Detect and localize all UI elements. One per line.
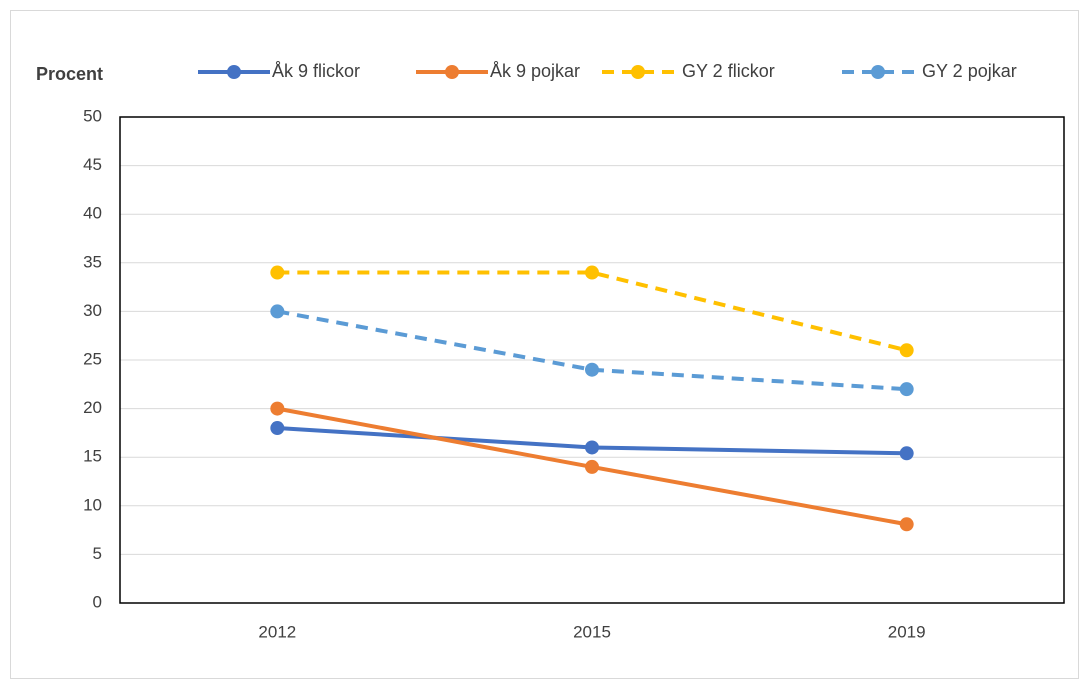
y-tick-label: 30 [83, 301, 102, 320]
data-point [270, 265, 285, 280]
legend-label: Åk 9 flickor [272, 61, 360, 81]
data-point [585, 440, 599, 455]
legend-marker [445, 65, 459, 79]
data-point [899, 343, 914, 358]
data-point [899, 382, 914, 397]
plot-border [119, 116, 1065, 604]
y-tick-label: 10 [83, 495, 102, 514]
legend-label: GY 2 pojkar [922, 61, 1017, 81]
x-tick-label: 2012 [258, 622, 296, 641]
data-point [899, 446, 914, 461]
legend-marker [631, 65, 645, 79]
x-tick-label: 2015 [573, 622, 611, 641]
data-point [270, 304, 285, 319]
data-point [585, 459, 599, 474]
y-tick-label: 0 [93, 592, 102, 611]
y-tick-label: 35 [83, 252, 102, 271]
y-tick-label: 15 [83, 447, 102, 466]
y-tick-label: 40 [83, 204, 102, 223]
y-tick-label: 25 [83, 349, 102, 368]
data-point [270, 421, 285, 436]
y-axis-label: Procent [36, 64, 103, 84]
y-tick-label: 50 [83, 106, 102, 125]
legend-marker [871, 65, 885, 79]
y-tick-label: 20 [83, 398, 102, 417]
data-point [585, 362, 599, 377]
data-point [585, 265, 599, 280]
y-tick-label: 5 [93, 544, 102, 563]
y-tick-label: 45 [83, 155, 102, 174]
series-line [277, 270, 908, 353]
legend-label: Åk 9 pojkar [490, 61, 580, 81]
data-point [899, 517, 914, 532]
legend-marker [227, 65, 241, 79]
chart-border [10, 10, 1079, 679]
legend-label: GY 2 flickor [682, 61, 775, 81]
data-point [270, 401, 285, 416]
x-tick-label: 2019 [888, 622, 926, 641]
